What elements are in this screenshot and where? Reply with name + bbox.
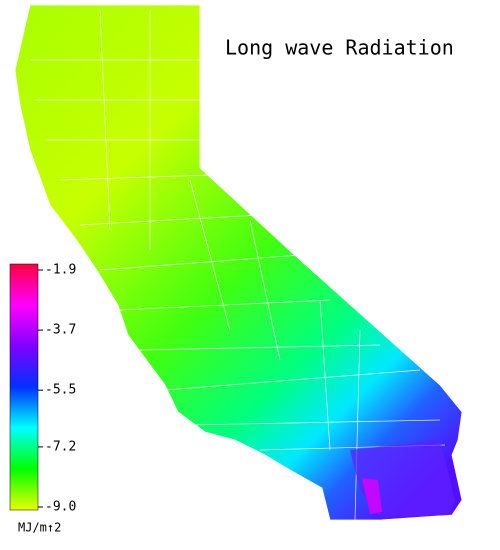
colorbar-tick-label: -9.0	[45, 500, 76, 515]
colorbar-tick-label: -7.2	[45, 439, 76, 454]
colorbar-tick-label: -5.5	[45, 383, 76, 398]
colorbar	[9, 263, 39, 511]
map-title: Long wave Radiation	[225, 36, 454, 60]
colorbar-tick-label: -3.7	[45, 323, 76, 338]
magenta-spot	[362, 478, 382, 514]
colorbar-unit: MJ/m↑2	[18, 521, 61, 535]
colorbar-tick-label: -1.9	[45, 263, 76, 278]
county-lines	[30, 9, 446, 521]
california-map	[14, 4, 463, 521]
